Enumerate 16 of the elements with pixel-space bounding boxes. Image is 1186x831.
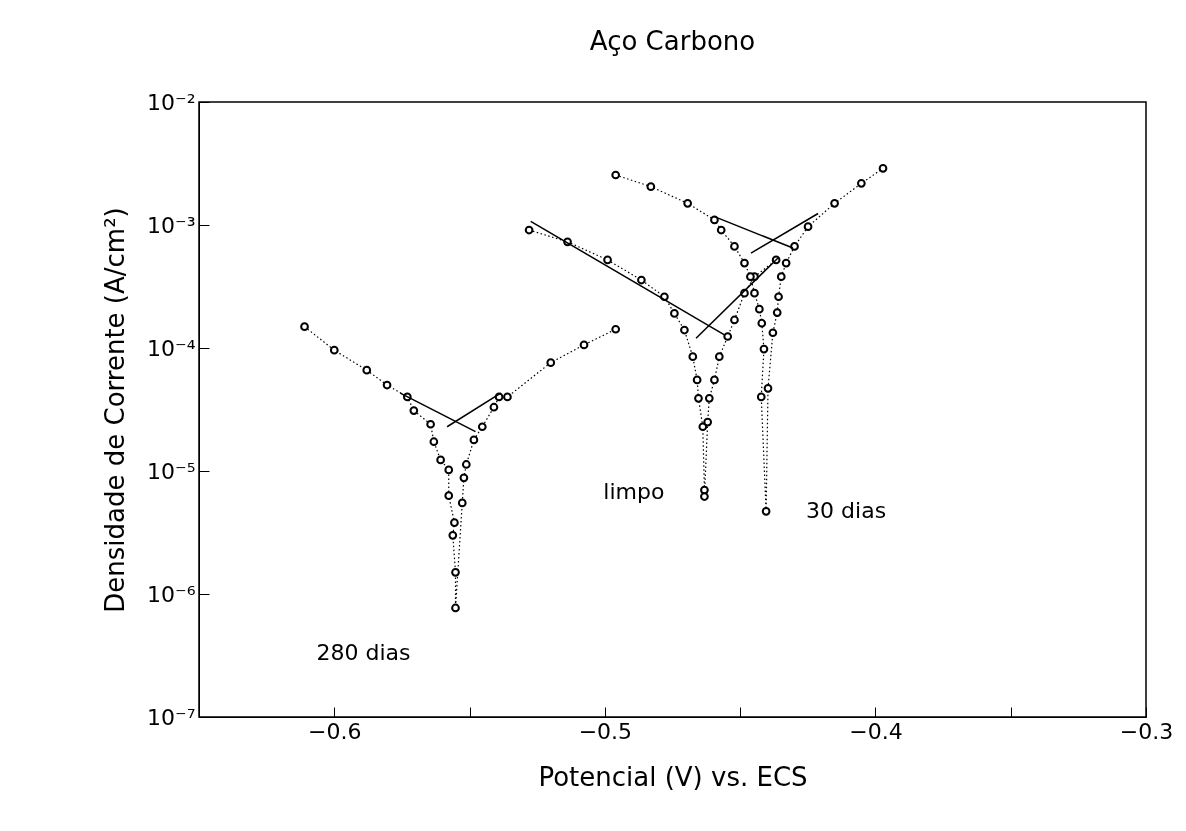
y-tick-label: 10⁻⁶ bbox=[147, 581, 196, 607]
x-tick-label: −0.5 bbox=[578, 718, 633, 744]
y-tick-label: 10⁻³ bbox=[147, 212, 196, 238]
y-tick-label: 10⁻² bbox=[147, 89, 196, 115]
series-label: limpo bbox=[603, 478, 665, 504]
x-tick-label: −0.3 bbox=[1119, 718, 1174, 744]
y-tick-label: 10⁻⁴ bbox=[147, 335, 196, 361]
y-tick-label: 10⁻⁵ bbox=[147, 458, 196, 484]
chart-title: Aço Carbono bbox=[589, 26, 756, 56]
text: 280 dias bbox=[316, 639, 411, 665]
x-tick-label: −0.4 bbox=[849, 718, 903, 744]
y-axis-title: Densidade de Corrente (A/cm²) bbox=[100, 207, 131, 613]
series-label: 30 dias bbox=[806, 498, 887, 524]
x-axis-title: Potencial (V) vs. ECS bbox=[538, 761, 808, 792]
x-tick-label: −0.6 bbox=[308, 718, 362, 744]
y-tick-label: 10⁻⁷ bbox=[147, 704, 196, 730]
